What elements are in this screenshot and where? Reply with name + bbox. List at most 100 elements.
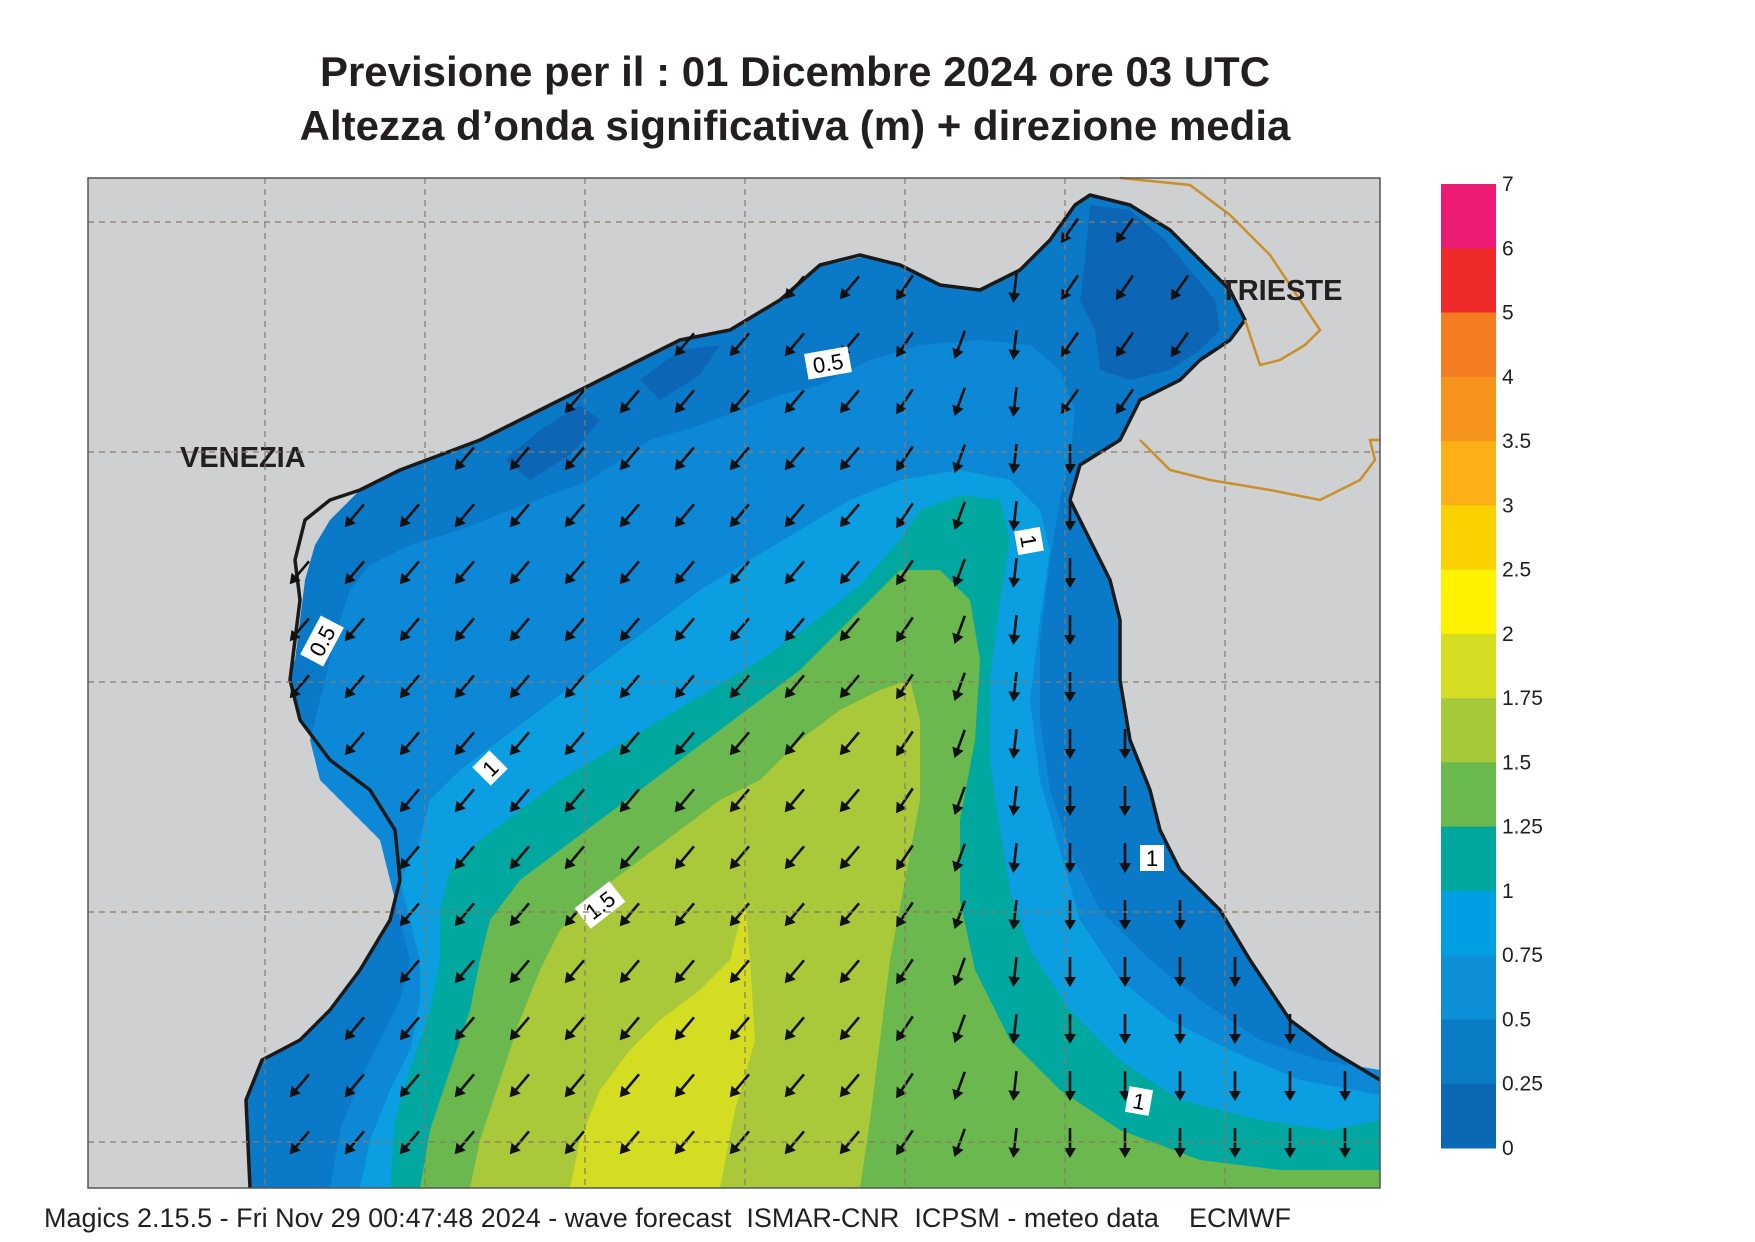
contour-label: 1 <box>1124 1086 1154 1116</box>
wave-arrow <box>1008 1070 1021 1101</box>
wave-arrow <box>674 845 695 870</box>
wave-arrow <box>454 902 475 927</box>
wave-arrow <box>399 1073 420 1098</box>
wave-arrow <box>344 731 365 756</box>
national-border <box>1119 176 1380 502</box>
wave-arrow <box>509 902 530 927</box>
wave-arrow <box>952 900 967 930</box>
wave-arrow <box>509 1130 530 1155</box>
colorbar-swatch <box>1441 1019 1496 1085</box>
wave-arrow <box>729 1130 750 1155</box>
wave-arrow <box>1229 1071 1241 1101</box>
colorbar-swatch <box>1441 569 1496 635</box>
wave-arrow <box>784 275 805 300</box>
wave-arrow <box>729 1073 750 1098</box>
wave-arrow <box>564 1016 585 1041</box>
wave-arrow <box>289 674 310 699</box>
wave-arrow <box>674 560 695 585</box>
wave-arrow <box>896 559 914 586</box>
colorbar-tick-label: 3.5 <box>1502 430 1531 453</box>
wave-arrow <box>619 731 640 756</box>
wave-arrow <box>1008 1127 1021 1158</box>
wave-arrow <box>1008 386 1021 417</box>
wave-arrow <box>1060 274 1080 301</box>
wave-arrow <box>784 788 805 813</box>
wave-arrow <box>1064 900 1076 930</box>
wave-arrow <box>674 674 695 699</box>
wave-arrow <box>1119 900 1131 930</box>
wave-arrow <box>1284 1071 1296 1101</box>
wave-arrow <box>399 959 420 984</box>
wave-arrow <box>839 560 860 585</box>
contour-label-text: 1 <box>1146 846 1158 871</box>
wave-arrow <box>839 674 860 699</box>
wave-arrow <box>1339 1128 1351 1158</box>
colorbar-swatch <box>1441 248 1496 314</box>
wave-arrow <box>839 959 860 984</box>
wave-arrow <box>784 731 805 756</box>
wave-arrow <box>1174 1014 1186 1044</box>
colorbar-tick-label: 0.25 <box>1502 1073 1543 1096</box>
wave-arrow <box>1064 444 1076 474</box>
wave-arrow <box>784 1130 805 1155</box>
wave-arrow <box>454 959 475 984</box>
wave-arrow <box>674 1073 695 1098</box>
colorbar-tick-label: 7 <box>1502 173 1514 196</box>
wave-arrow <box>564 389 585 414</box>
wave-arrow <box>729 503 750 528</box>
wave-arrow <box>454 1130 475 1155</box>
colorbar-tick-label: 3 <box>1502 494 1514 517</box>
wave-arrow <box>399 674 420 699</box>
wave-arrow <box>839 389 860 414</box>
wave-arrow <box>784 617 805 642</box>
wave-arrow <box>784 560 805 585</box>
wave-arrow <box>619 617 640 642</box>
wave-arrow <box>454 788 475 813</box>
colorbar-swatch <box>1441 505 1496 571</box>
colorbar-tick-label: 1.25 <box>1502 816 1543 839</box>
colorbar-swatch <box>1441 955 1496 1020</box>
wave-arrow <box>1229 1128 1241 1158</box>
wave-arrow <box>784 446 805 471</box>
wave-arrow <box>1119 843 1131 873</box>
wave-arrow <box>839 788 860 813</box>
wave-arrow <box>564 1130 585 1155</box>
map-frame <box>87 177 1381 1189</box>
wave-arrow <box>1064 1128 1076 1158</box>
wave-arrow <box>619 1016 640 1041</box>
wave-arrow <box>1008 842 1021 873</box>
wave-arrow <box>399 788 420 813</box>
contour-label-text: 1 <box>1015 533 1042 549</box>
wave-arrow <box>729 1016 750 1041</box>
wave-arrow <box>839 845 860 870</box>
wave-arrow <box>729 902 750 927</box>
wave-arrow <box>1115 274 1135 301</box>
wave-arrow <box>509 503 530 528</box>
wave-arrow <box>1174 1071 1186 1101</box>
coastline <box>244 193 1381 1189</box>
wave-direction-arrows <box>289 217 1351 1158</box>
wave-arrow <box>952 786 967 816</box>
wave-arrow <box>839 1130 860 1155</box>
wave-arrow <box>729 446 750 471</box>
forecast-subtitle: Altezza d’onda significativa (m) + direz… <box>299 102 1291 149</box>
colorbar-tick-label: 0.75 <box>1502 944 1543 967</box>
footer-credits: Magics 2.15.5 - Fri Nov 29 00:47:48 2024… <box>44 1203 1291 1233</box>
wave-arrow <box>1008 728 1021 759</box>
city-label-trieste: TRIESTE <box>1220 275 1342 307</box>
colorbar-tick-label: 2 <box>1502 623 1514 646</box>
wave-arrow <box>1115 217 1135 244</box>
wave-arrow <box>1119 1128 1131 1158</box>
wave-arrow <box>289 617 310 642</box>
wave-arrow <box>1119 957 1131 987</box>
wave-arrow <box>952 1014 967 1044</box>
wave-arrow <box>1064 843 1076 873</box>
wave-arrow <box>399 1016 420 1041</box>
wave-arrow <box>1064 558 1076 588</box>
wave-arrow <box>674 503 695 528</box>
wave-arrow <box>1060 388 1080 415</box>
wave-arrow <box>564 959 585 984</box>
wave-arrow <box>1060 331 1080 358</box>
wave-arrow <box>344 1073 365 1098</box>
